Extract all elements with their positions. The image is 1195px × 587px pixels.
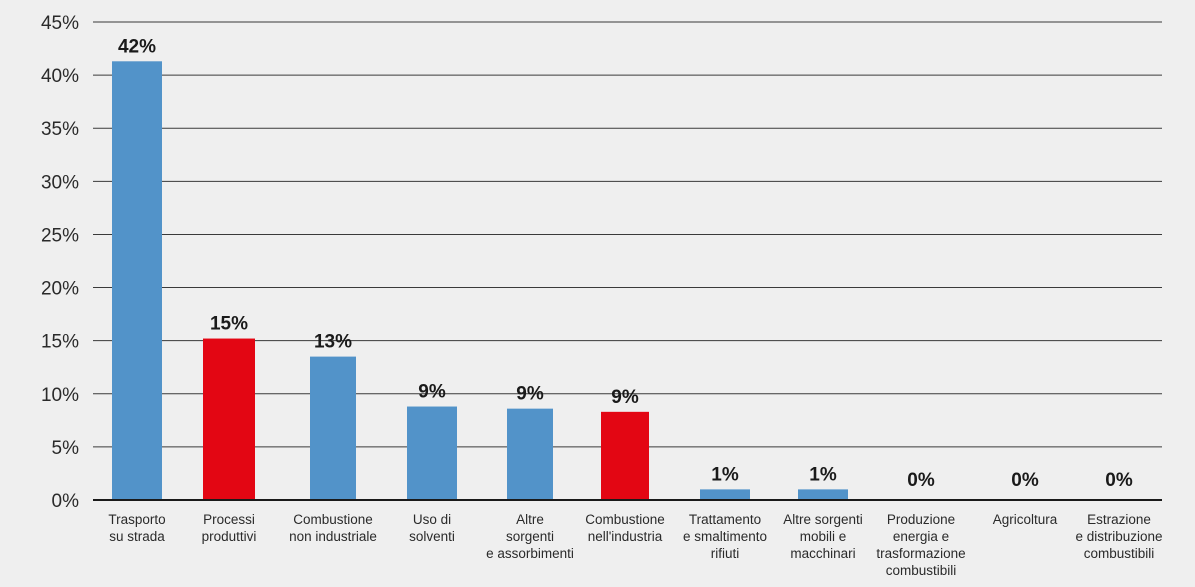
x-tick-label-line: Produzione — [887, 512, 955, 527]
bar — [700, 489, 750, 500]
bar — [203, 338, 255, 500]
x-tick-label-line: trasformazione — [876, 546, 965, 561]
bar — [310, 356, 356, 500]
y-tick-label: 35% — [41, 119, 79, 140]
x-tick-label: Trattamento e smaltimento rifiuti — [683, 512, 767, 561]
x-tick-label: Uso di solventi — [409, 512, 455, 544]
x-tick-label: Processi produttivi — [202, 512, 257, 544]
y-tick-label: 10% — [41, 385, 79, 406]
x-tick-label-line: energia e — [893, 529, 949, 544]
y-tick-label: 0% — [52, 491, 80, 512]
x-tick-label-line: rifiuti — [711, 546, 740, 561]
y-tick-label: 40% — [41, 66, 79, 87]
x-tick-label-line: Trasporto — [108, 512, 165, 527]
x-tick-label-line: sorgenti — [506, 529, 554, 544]
data-label: 1% — [809, 464, 837, 485]
data-label: 1% — [711, 464, 739, 485]
x-tick-label-line: combustibili — [886, 563, 957, 578]
y-tick-label: 20% — [41, 279, 79, 300]
data-label: 0% — [1105, 470, 1133, 491]
y-tick-label: 45% — [41, 13, 79, 34]
x-tick-label-line: combustibili — [1084, 546, 1155, 561]
x-tick-label-line: Combustione — [585, 512, 665, 527]
x-tick-label-line: Processi — [203, 512, 255, 527]
data-label: 9% — [516, 384, 544, 405]
data-label: 0% — [907, 470, 935, 491]
x-tick-label-line: Trattamento — [689, 512, 761, 527]
x-tick-label-line: su strada — [109, 529, 165, 544]
x-tick-label: Estrazione e distribuzione combustibili — [1075, 512, 1162, 561]
y-tick-label: 5% — [52, 438, 80, 459]
x-tick-label-line: nell'industria — [588, 529, 663, 544]
x-tick-label-line: Altre sorgenti — [783, 512, 863, 527]
x-tick-label-line: e distribuzione — [1075, 529, 1162, 544]
x-tick-label-line: non industriale — [289, 529, 377, 544]
data-label: 0% — [1011, 470, 1039, 491]
data-label: 15% — [210, 314, 248, 335]
y-tick-label: 15% — [41, 332, 79, 353]
bar — [798, 489, 848, 500]
bar — [507, 408, 553, 500]
y-tick-label: 30% — [41, 172, 79, 193]
bar — [112, 61, 162, 501]
x-tick-label-line: Combustione — [293, 512, 373, 527]
x-tick-label: Agricoltura — [993, 512, 1058, 527]
data-label: 9% — [418, 382, 446, 403]
y-tick-label: 25% — [41, 225, 79, 246]
x-tick-label: Trasporto su strada — [108, 512, 165, 544]
x-tick-label-line: Agricoltura — [993, 512, 1058, 527]
x-tick-label: Altre sorgenti mobili e macchinari — [783, 512, 863, 561]
data-label: 9% — [611, 387, 639, 408]
x-tick-label: Produzione energia e trasformazione combust… — [876, 512, 965, 578]
x-tick-label-line: macchinari — [790, 546, 855, 561]
data-label: 13% — [314, 332, 352, 353]
x-tick-label: Combustione nell'industria — [585, 512, 665, 544]
bar — [601, 411, 649, 500]
x-tick-label-line: Altre — [516, 512, 544, 527]
x-tick-label: Combustione non industriale — [289, 512, 377, 544]
x-tick-label-line: mobili e — [800, 529, 847, 544]
x-tick-label-line: e assorbimenti — [486, 546, 574, 561]
x-tick-label-line: produttivi — [202, 529, 257, 544]
bar — [407, 406, 457, 500]
x-tick-label-line: e smaltimento — [683, 529, 767, 544]
x-tick-label-line: Estrazione — [1087, 512, 1151, 527]
data-label: 42% — [118, 36, 156, 57]
x-tick-label: Altre sorgenti e assorbimenti — [486, 512, 574, 561]
x-tick-label-line: solventi — [409, 529, 455, 544]
x-tick-label-line: Uso di — [413, 512, 451, 527]
